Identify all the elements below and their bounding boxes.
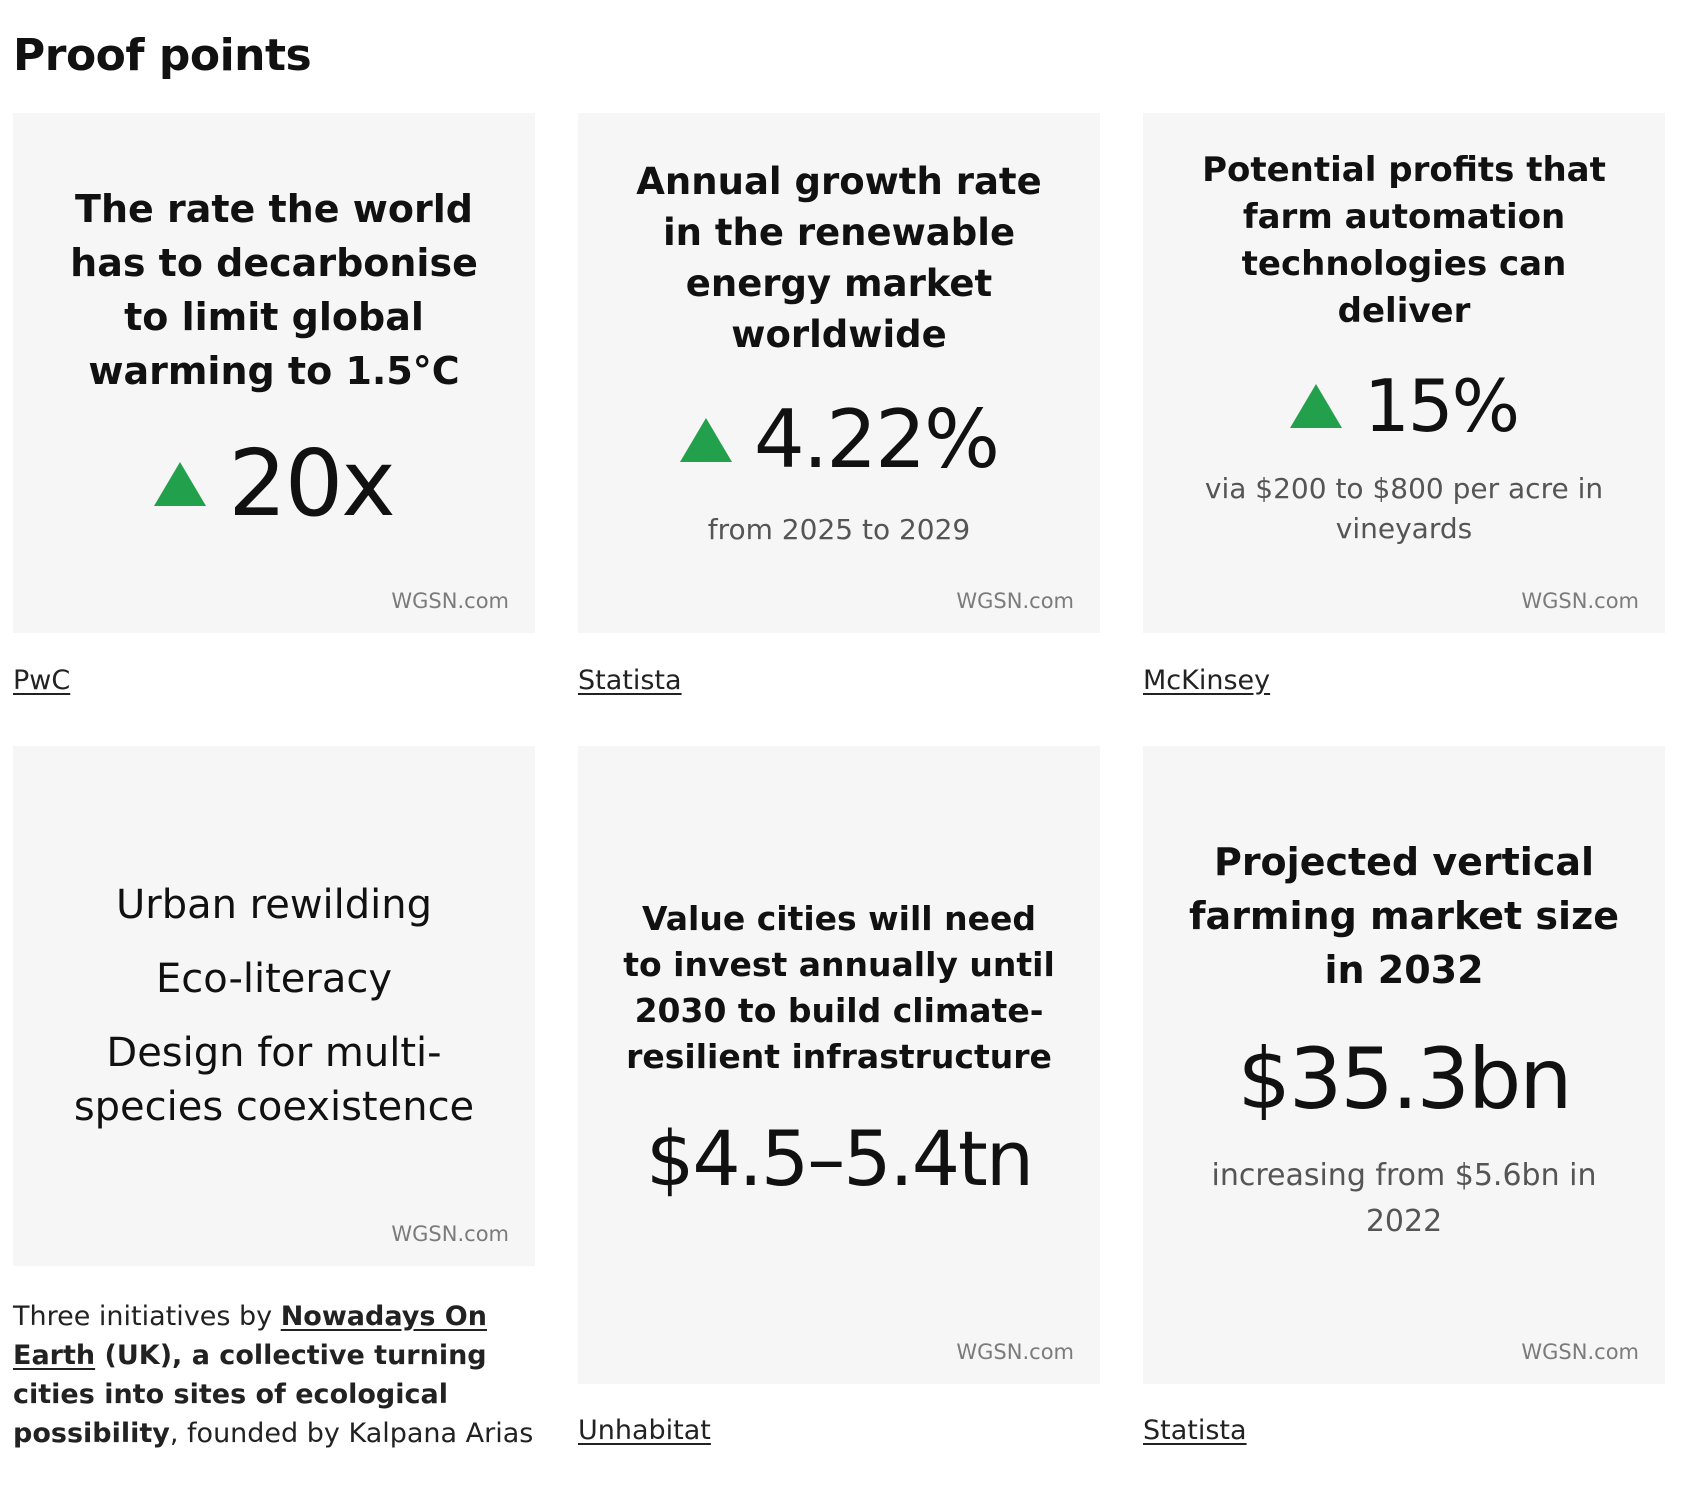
nowadays-on-earth-link[interactable]: Nowadays On Earth [13,1301,487,1371]
stat-subtitle: increasing from $5.6bn in 2022 [1211,1158,1597,1239]
stat-value: 20x [228,430,396,537]
card-title: Potential profits that farm automation t… [1202,150,1606,331]
trend-up-icon [679,418,732,462]
stat-value: 15% [1363,364,1520,448]
watermark: WGSN.com [391,1222,509,1246]
proof-card-initiatives: Urban rewilding Eco-literacy Design for … [13,746,535,1266]
stat-value: $35.3bn [1237,1030,1572,1128]
caption-prefix: Three initiatives by [13,1301,281,1332]
proof-card-renewable-growth: Annual growth rate in the renewable ener… [578,113,1100,633]
initiatives-caption: Three initiatives by Nowadays On Earth (… [13,1297,543,1453]
source-link-mckinsey[interactable]: McKinsey [1143,665,1271,696]
proof-card-climate-infrastructure: Value cities will need to invest annuall… [578,746,1100,1384]
initiative-item: Urban rewilding [115,882,433,928]
initiative-item: Eco-literacy [155,956,393,1002]
card-title: The rate the world has to decarbonise to… [70,187,478,393]
watermark: WGSN.com [1521,1340,1639,1364]
stat-subtitle: via $200 to $800 per acre in vineyards [1204,472,1604,545]
card-title: Value cities will need to invest annuall… [623,899,1055,1076]
card-title: Projected vertical farming market size i… [1189,840,1619,992]
caption-bold: (UK), a collective turning cities into s… [13,1340,487,1449]
source-link-unhabitat[interactable]: Unhabitat [578,1415,711,1446]
proof-card-decarbonise: The rate the world has to decarbonise to… [13,113,535,633]
watermark: WGSN.com [956,1340,1074,1364]
stat-row: 20x [154,430,396,537]
watermark: WGSN.com [1521,589,1639,613]
source-link-statista[interactable]: Statista [578,665,682,696]
stat-value: 4.22% [753,393,1000,486]
stat-subtitle: from 2025 to 2029 [707,513,971,546]
watermark: WGSN.com [956,589,1074,613]
proof-card-farm-automation: Potential profits that farm automation t… [1143,113,1665,633]
proof-card-vertical-farming: Projected vertical farming market size i… [1143,746,1665,1384]
trend-up-icon [1289,384,1342,428]
caption-suffix: , founded by Kalpana Arias [169,1418,534,1449]
stat-row: 4.22% [679,393,1000,486]
page-title: Proof points [13,30,312,81]
source-link-statista-vertical[interactable]: Statista [1143,1415,1247,1446]
trend-up-icon [154,462,207,506]
stat-value: $4.5–5.4tn [645,1114,1034,1203]
card-title: Annual growth rate in the renewable ener… [636,160,1042,356]
source-link-pwc[interactable]: PwC [13,665,71,696]
watermark: WGSN.com [391,589,509,613]
initiative-item: Design for multi-species coexistence [73,1030,475,1130]
stat-row: 15% [1289,364,1520,448]
